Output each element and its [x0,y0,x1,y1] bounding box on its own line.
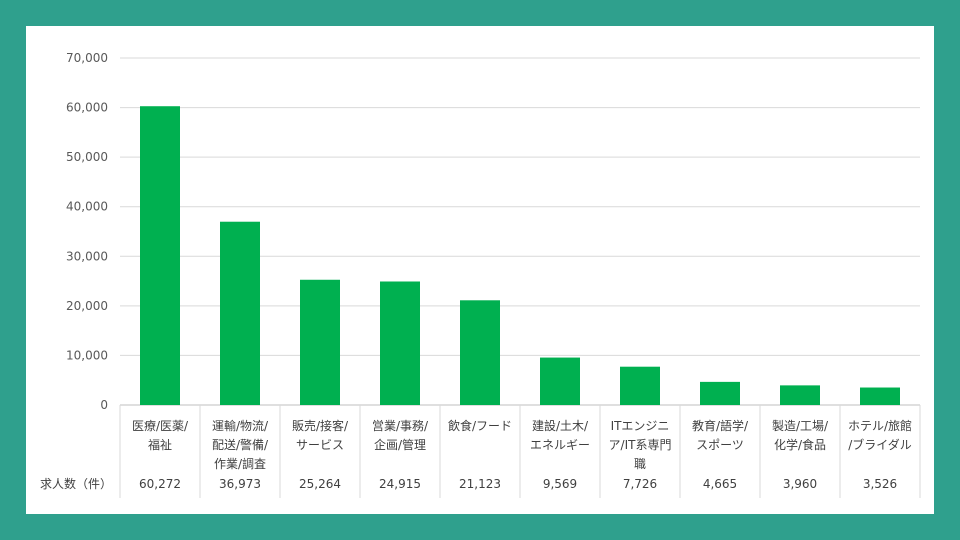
category-label: 販売/接客/サービス [292,418,349,452]
bar [780,385,820,405]
category-label: ITエンジニア/IT系専門職 [609,419,672,471]
value-label: 36,973 [219,477,261,491]
category-label: 営業/事務/企画/管理 [372,419,429,452]
value-label: 25,264 [299,477,341,491]
value-label: 7,726 [623,477,657,491]
y-tick-label: 10,000 [66,348,108,362]
y-tick-label: 40,000 [66,200,108,214]
y-tick-label: 20,000 [66,299,108,313]
bar [860,387,900,405]
category-label: 医療/医薬/福祉 [132,419,189,452]
bar [140,106,180,405]
value-label: 3,526 [863,477,897,491]
bar [700,381,740,405]
table-row-title: 求人数（件） [40,476,112,491]
y-tick-label: 0 [100,398,108,412]
category-label: 飲食/フード [448,418,512,433]
category-label: ホテル/旅館/ブライダル [848,418,912,452]
value-label: 9,569 [543,477,577,491]
value-label: 60,272 [139,477,181,491]
y-tick-label: 70,000 [66,51,108,65]
value-label: 21,123 [459,477,501,491]
y-tick-label: 60,000 [66,101,108,115]
bar [380,281,420,405]
value-label: 4,665 [703,477,737,491]
bar [220,221,260,405]
category-label: 運輸/物流/配送/警備/作業/調査 [212,418,269,471]
y-tick-label: 30,000 [66,249,108,263]
bar [460,300,500,405]
bar [540,357,580,405]
chart-panel: 0 10,000 20,000 30,000 40,000 50,000 60,000 70,… [26,26,934,514]
category-label: 教育/語学/スポーツ [692,418,749,452]
value-label: 3,960 [783,477,817,491]
bar [620,366,660,405]
bar-chart: 0 10,000 20,000 30,000 40,000 50,000 60,000 70,… [40,51,921,498]
y-tick-label: 50,000 [66,150,108,164]
bar [300,279,340,405]
category-label: 建設/土木/エネルギー [530,418,590,452]
value-label: 24,915 [379,477,421,491]
category-label: 製造/工場/化学/食品 [772,419,829,452]
